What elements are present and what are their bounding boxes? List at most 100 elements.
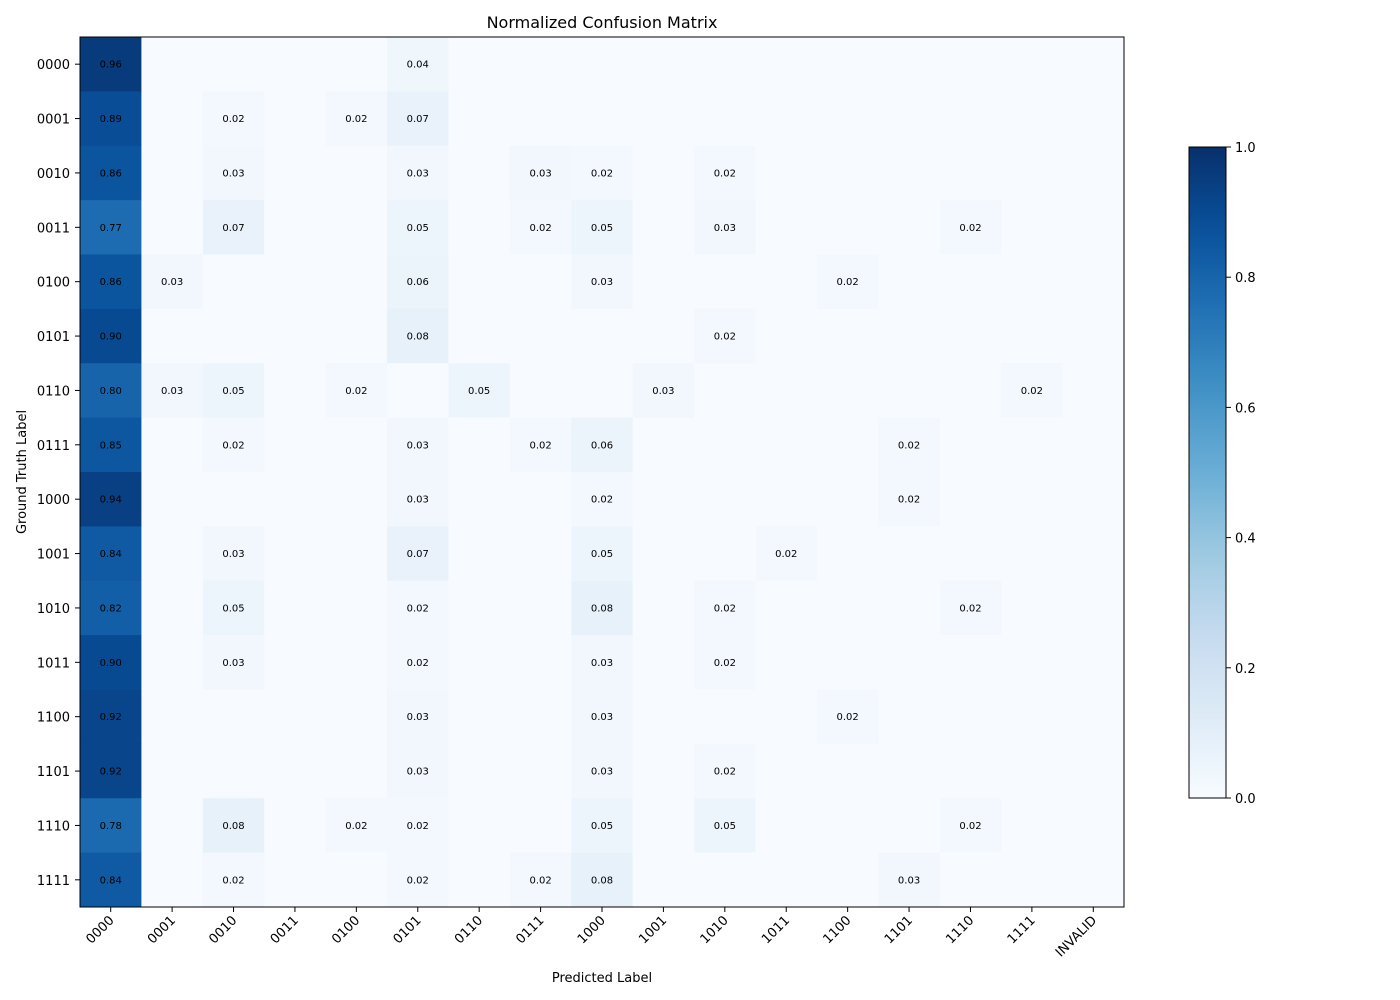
heatmap-cell — [202, 308, 265, 364]
heatmap-cell — [141, 526, 204, 582]
heatmap-cell — [387, 363, 449, 419]
heatmap-cell — [387, 635, 449, 690]
x-tick-label: 1110 — [943, 913, 977, 947]
cell-value-label: 0.02 — [837, 277, 859, 288]
heatmap-cell — [632, 91, 695, 147]
cell-value-label: 0.04 — [407, 60, 429, 71]
colorbar-gradient — [1188, 146, 1227, 799]
cell-value-label: 0.77 — [100, 223, 122, 234]
cell-value-label: 0.02 — [407, 603, 429, 614]
cell-value-label: 0.84 — [100, 875, 122, 886]
heatmap-cell — [632, 689, 695, 745]
x-tick-label: 0101 — [391, 913, 425, 947]
heatmap-cell — [816, 472, 879, 527]
heatmap-cell — [632, 308, 695, 364]
heatmap-cell — [509, 526, 572, 582]
heatmap-cell — [571, 580, 634, 636]
heatmap-cell — [325, 417, 388, 473]
heatmap-cell — [755, 852, 818, 908]
cell-value-label: 0.92 — [100, 767, 122, 778]
heatmap-cell — [816, 145, 879, 201]
heatmap-cell — [1001, 308, 1064, 364]
heatmap-cell — [755, 526, 818, 582]
heatmap-cell — [939, 417, 1002, 473]
cell-value-label: 0.90 — [100, 658, 122, 669]
heatmap-cell — [80, 308, 142, 364]
cell-value-label: 0.02 — [345, 386, 367, 397]
heatmap-cell — [325, 145, 388, 201]
heatmap-cell — [632, 798, 695, 854]
heatmap-cell — [387, 580, 449, 636]
heatmap-cell — [816, 635, 879, 690]
heatmap-cell — [264, 689, 327, 745]
heatmap-cell — [202, 363, 265, 419]
heatmap-cell — [571, 200, 634, 255]
cell-value-label: 0.02 — [345, 821, 367, 832]
heatmap-cell — [202, 200, 265, 255]
colorbar-tick-label: 0.2 — [1235, 662, 1256, 677]
cell-value-label: 0.96 — [100, 60, 122, 71]
heatmap-cell — [755, 743, 818, 799]
heatmap-cell — [878, 526, 941, 582]
heatmap-cell — [264, 363, 327, 419]
heatmap-cell — [509, 472, 572, 527]
heatmap-cell — [694, 37, 757, 92]
y-tick-label: 0111 — [37, 439, 70, 454]
heatmap-cell — [264, 798, 327, 854]
heatmap-cell — [141, 689, 204, 745]
cell-value-label: 0.02 — [407, 821, 429, 832]
cell-value-label: 0.05 — [714, 821, 736, 832]
heatmap-cell — [1001, 145, 1064, 201]
x-tick-label: 0111 — [513, 913, 547, 947]
cell-value-label: 0.03 — [407, 767, 429, 778]
cell-value-label: 0.03 — [652, 386, 674, 397]
cell-value-label: 0.06 — [591, 440, 613, 451]
heatmap-cells: 0.96 0.04 0.89 0.02 0.02 0.07 0.86 0.03 0.03 0.03… — [80, 37, 1125, 908]
chart-title: Normalized Confusion Matrix — [487, 13, 718, 32]
heatmap-cell — [1062, 200, 1125, 255]
heatmap-cell — [325, 200, 388, 255]
heatmap-cell — [1001, 91, 1064, 147]
heatmap-cell — [1001, 254, 1064, 310]
heatmap-cell — [1062, 635, 1125, 690]
heatmap-cell — [878, 37, 941, 92]
heatmap-cell — [878, 308, 941, 364]
cell-value-label: 0.03 — [591, 277, 613, 288]
heatmap-cell — [632, 852, 695, 908]
cell-value-label: 0.03 — [222, 658, 244, 669]
heatmap-cell — [141, 635, 204, 690]
heatmap-cell — [755, 254, 818, 310]
heatmap-cell — [632, 472, 695, 527]
heatmap-cell — [509, 37, 572, 92]
heatmap-cell — [939, 852, 1002, 908]
cell-value-label: 0.03 — [591, 658, 613, 669]
heatmap-cell — [878, 91, 941, 147]
cell-value-label: 0.02 — [959, 821, 981, 832]
y-tick-label: 0101 — [37, 330, 70, 345]
heatmap-cell — [1062, 472, 1125, 527]
cell-value-label: 0.78 — [100, 821, 122, 832]
cell-value-label: 0.02 — [1021, 386, 1043, 397]
heatmap-cell — [939, 91, 1002, 147]
heatmap-cell — [448, 580, 511, 636]
colorbar-tick-label: 0.0 — [1235, 792, 1256, 807]
heatmap-cell — [448, 798, 511, 854]
heatmap-cell — [509, 852, 572, 908]
heatmap-cell — [202, 526, 265, 582]
heatmap-cell — [448, 526, 511, 582]
x-tick-label: 0000 — [84, 913, 118, 947]
heatmap-cell — [325, 580, 388, 636]
y-tick-label: 0010 — [37, 167, 70, 182]
heatmap-cell — [878, 145, 941, 201]
cell-value-label: 0.03 — [407, 495, 429, 506]
cell-value-label: 0.02 — [714, 767, 736, 778]
heatmap-cell — [325, 91, 388, 147]
heatmap-cell — [202, 689, 265, 745]
heatmap-cell — [1062, 526, 1125, 582]
x-tick-label: INVALID — [1053, 913, 1100, 960]
heatmap-cell — [80, 145, 142, 201]
heatmap-cell — [448, 472, 511, 527]
cell-value-label: 0.82 — [100, 603, 122, 614]
heatmap-cell — [878, 580, 941, 636]
cell-value-label: 0.07 — [407, 114, 429, 125]
